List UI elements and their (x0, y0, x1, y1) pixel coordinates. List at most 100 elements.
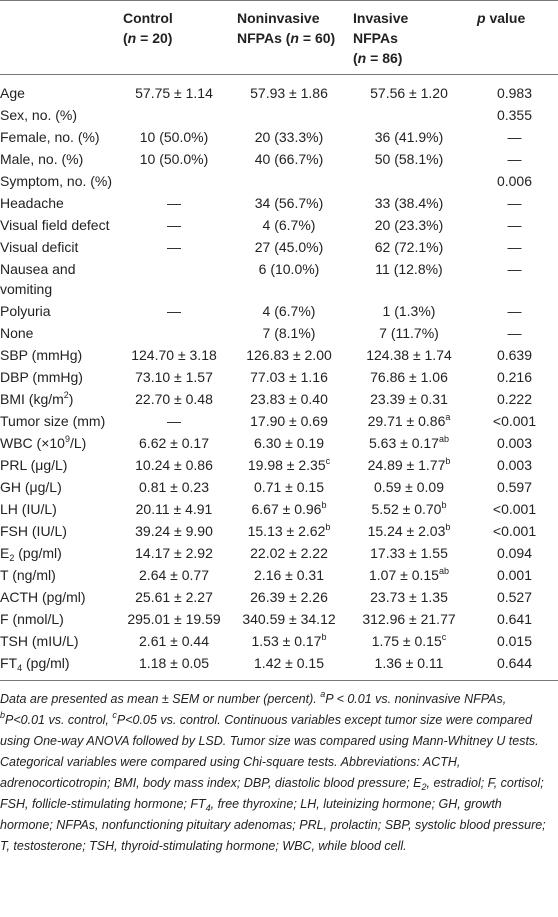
cell: 15.13 ± 2.62b (231, 520, 347, 542)
text: PRL (μg/L) (0, 457, 68, 473)
header-line: Invasive (353, 8, 467, 28)
text: — (167, 195, 181, 211)
cell: 0.644 (471, 652, 558, 681)
column-header (0, 1, 117, 75)
text: (pg/ml) (14, 545, 62, 561)
data-table: Control (n = 20) Noninvasive NFPAs (n = 60)… (0, 0, 558, 681)
text: None (0, 325, 34, 341)
row-label: ACTH (pg/ml) (0, 586, 117, 608)
cell: 62 (72.1%) (347, 236, 471, 258)
text: 50 (58.1%) (374, 151, 444, 167)
cell: — (471, 126, 558, 148)
cell: 73.10 ± 1.57 (117, 366, 231, 388)
text: 24.89 ± 1.77 (367, 457, 446, 473)
text: <0.001 (492, 501, 537, 517)
text: 40 (66.7%) (254, 151, 324, 167)
cell: 27 (45.0%) (231, 236, 347, 258)
subscript: 2 (9, 553, 15, 563)
cell: 340.59 ± 34.12 (231, 608, 347, 630)
text: FT (0, 655, 18, 671)
cell: 19.98 ± 2.35c (231, 454, 347, 476)
table-row: FSH (IU/L) 39.24 ± 9.90 15.13 ± 2.62b 15.24… (0, 520, 558, 542)
text: Noninvasive (237, 10, 320, 26)
text: 57.56 ± 1.20 (370, 85, 448, 101)
cell: — (471, 300, 558, 322)
footnote: Data are presented as mean ± SEM or numb… (0, 681, 558, 857)
text: 0.355 (496, 107, 533, 123)
text: 26.39 ± 2.26 (250, 589, 328, 605)
row-label: FSH (IU/L) (0, 520, 117, 542)
text: 0.003 (496, 435, 533, 451)
cell: 24.89 ± 1.77b (347, 454, 471, 476)
cell: 57.93 ± 1.86 (231, 75, 347, 105)
text: 20 (33.3%) (254, 129, 324, 145)
italic-text: p (477, 10, 486, 26)
row-label: WBC (×109/L) (0, 432, 117, 454)
cell (117, 258, 231, 300)
text: Female, no. (%) (0, 129, 100, 145)
text: TSH (mIU/L) (0, 633, 79, 649)
supscript: b (321, 632, 327, 642)
text: P < 0.01 vs. noninvasive NFPAs, (325, 692, 507, 706)
cell: <0.001 (471, 520, 558, 542)
text: Visual deficit (0, 239, 79, 255)
text: — (507, 151, 522, 167)
text: 0.015 (496, 633, 533, 649)
text: 0.597 (496, 479, 533, 495)
text: — (507, 239, 522, 255)
text: — (167, 217, 181, 233)
cell: — (471, 258, 558, 300)
header-line: p value (477, 8, 554, 28)
text: 0.59 ± 0.09 (374, 479, 444, 495)
row-label: Visual deficit (0, 236, 117, 258)
table-row: Male, no. (%) 10 (50.0%) 40 (66.7%) 50 (58.… (0, 148, 558, 170)
cell: 6.62 ± 0.17 (117, 432, 231, 454)
cell: 57.56 ± 1.20 (347, 75, 471, 105)
cell: 77.03 ± 1.16 (231, 366, 347, 388)
table-row: PRL (μg/L) 10.24 ± 0.86 19.98 ± 2.35c 24.89… (0, 454, 558, 476)
text: ( (353, 50, 358, 66)
text: 62 (72.1%) (374, 239, 444, 255)
table-row: Nausea and vomiting 6 (10.0%) 11 (12.8%) — (0, 258, 558, 300)
text: E (0, 545, 10, 561)
text: 15.24 ± 2.03 (367, 523, 446, 539)
text: GH (μg/L) (0, 479, 62, 495)
cell: 17.90 ± 0.69 (231, 410, 347, 432)
cell (117, 104, 231, 126)
supscript: b (321, 500, 327, 510)
text: P<0.05 vs. control. Continuous variables… (0, 713, 539, 790)
cell: 10 (50.0%) (117, 126, 231, 148)
text: Headache (0, 195, 64, 211)
text: ACTH (pg/ml) (0, 589, 86, 605)
text: Tumor size (mm) (0, 413, 106, 429)
table-row: SBP (mmHg) 124.70 ± 3.18 126.83 ± 2.00 124.… (0, 344, 558, 366)
cell: 0.094 (471, 542, 558, 564)
cell: 1.07 ± 0.15ab (347, 564, 471, 586)
text: 76.86 ± 1.06 (370, 369, 448, 385)
cell: 2.61 ± 0.44 (117, 630, 231, 652)
row-label: GH (μg/L) (0, 476, 117, 498)
table-row: None 7 (8.1%) 7 (11.7%) — (0, 322, 558, 344)
text: 57.75 ± 1.14 (135, 85, 213, 101)
cell (231, 104, 347, 126)
cell: 1.42 ± 0.15 (231, 652, 347, 681)
text: — (167, 303, 181, 319)
text: T (ng/ml) (0, 567, 56, 583)
cell: 11 (12.8%) (347, 258, 471, 300)
cell: 0.355 (471, 104, 558, 126)
text: 340.59 ± 34.12 (242, 611, 336, 627)
row-label: Visual field defect (0, 214, 117, 236)
text: 0.644 (496, 655, 533, 671)
text: LH (IU/L) (0, 501, 57, 517)
text: DBP (mmHg) (0, 369, 83, 385)
cell: 39.24 ± 9.90 (117, 520, 231, 542)
supscript: b (325, 522, 331, 532)
cell: 23.73 ± 1.35 (347, 586, 471, 608)
text: 1.36 ± 0.11 (374, 655, 444, 671)
cell: 20.11 ± 4.91 (117, 498, 231, 520)
text: <0.001 (492, 413, 537, 429)
cell: 22.02 ± 2.22 (231, 542, 347, 564)
table-row: Tumor size (mm) — 17.90 ± 0.69 29.71 ± 0.86… (0, 410, 558, 432)
row-label: PRL (μg/L) (0, 454, 117, 476)
cell: — (471, 192, 558, 214)
